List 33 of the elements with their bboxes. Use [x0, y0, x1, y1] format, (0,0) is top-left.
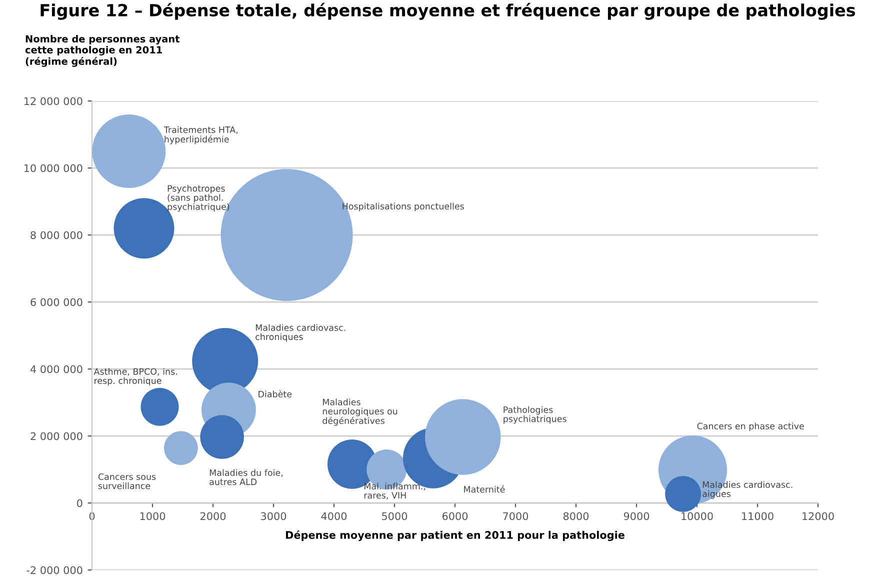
- x-tick-label: 8000: [563, 512, 589, 520]
- x-tick-label: 12000: [802, 512, 834, 520]
- x-tick-label: 11000: [742, 512, 774, 520]
- data-label: Maladies neurologiques ou dégénératives: [322, 398, 398, 426]
- x-tick-label: 9000: [624, 512, 650, 520]
- x-tick-label: 4000: [321, 512, 347, 520]
- y-tick-label: -2 000 000: [26, 566, 82, 574]
- y-tick-label: 10 000 000: [24, 164, 82, 172]
- x-tick-label: 6000: [442, 512, 468, 520]
- x-tick-label: 10000: [682, 512, 713, 520]
- y-axis-title: Nombre de personnes ayant cette pathologie en 2011 (régime général): [25, 35, 180, 67]
- data-label: Cancers en phase active: [697, 422, 804, 432]
- data-label: Traitements HTA, hyperlipidémie: [164, 126, 238, 144]
- x-tick-label: 1000: [140, 512, 166, 520]
- chart-title: Figure 12 – Dépense totale, dépense moyenne et fréquence par groupe de pathologies: [40, 2, 856, 20]
- y-tick-label: 12 000 000: [24, 97, 82, 106]
- data-label: Cancers sous surveillance: [98, 473, 156, 490]
- data-label: Maladies du foie, autres ALD: [210, 469, 283, 486]
- data-label: Diabète: [258, 390, 292, 398]
- x-axis-title: Dépense moyenne par patient en 2011 pour la pathologie: [286, 530, 624, 542]
- y-tick-label: 8 000 000: [30, 231, 82, 240]
- y-tick-label: 4 000 000: [30, 365, 82, 374]
- x-tick-label: 3000: [261, 512, 286, 520]
- data-label: Maladies cardiovasc. chroniques: [256, 324, 346, 342]
- x-tick-label: 5000: [382, 512, 408, 520]
- x-tick-label: 7000: [503, 512, 528, 520]
- y-tick-label: 0: [77, 499, 82, 508]
- y-tick-label: 6 000 000: [30, 298, 82, 306]
- data-label: Pathologies psychiatriques: [504, 406, 566, 424]
- y-tick-label: 2 000 000: [30, 432, 82, 440]
- data-label: Maternité: [464, 486, 505, 493]
- x-tick-label: 2000: [200, 512, 226, 520]
- data-label: Asthme, BPCO, ins. resp. chronique: [94, 368, 177, 386]
